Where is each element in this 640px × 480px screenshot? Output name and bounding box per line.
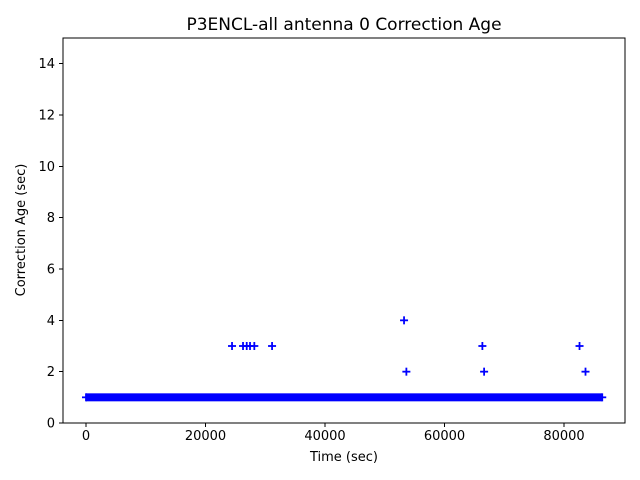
x-tick-label: 0 <box>82 429 90 444</box>
x-tick-label: 20000 <box>185 429 226 444</box>
plot-area: 0 20000 40000 60000 80000 0 2 4 6 8 10 12 14 <box>38 37 626 444</box>
y-tick-label: 2 <box>47 365 55 380</box>
x-tick-label: 60000 <box>424 429 465 444</box>
chart-title: P3ENCL-all antenna 0 Correction Age <box>186 15 501 35</box>
axes-frame <box>62 37 626 424</box>
x-axis-label: Time (sec) <box>309 450 378 465</box>
y-tick-label: 10 <box>38 160 55 175</box>
x-tick-label: 80000 <box>543 429 584 444</box>
y-tick-label: 6 <box>47 263 55 278</box>
y-tick-label: 8 <box>47 211 55 226</box>
y-tick-label: 14 <box>38 57 55 72</box>
y-tick-label: 12 <box>38 109 55 124</box>
baseline-band <box>86 393 603 402</box>
y-axis-label: Correction Age (sec) <box>14 164 29 297</box>
y-tick-label: 4 <box>47 314 55 329</box>
y-tick-label: 0 <box>47 417 55 432</box>
x-tick-label: 40000 <box>304 429 345 444</box>
